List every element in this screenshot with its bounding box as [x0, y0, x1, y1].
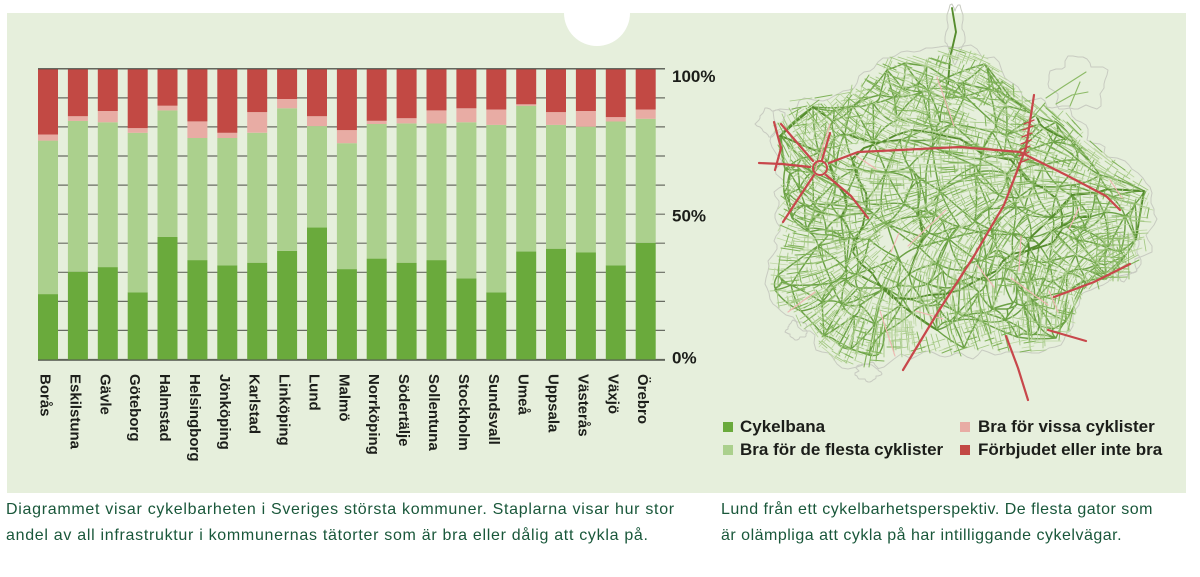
svg-text:Lund: Lund — [306, 374, 323, 411]
svg-text:Södertälje: Södertälje — [395, 374, 412, 447]
svg-text:0%: 0% — [672, 349, 697, 368]
svg-text:Uppsala: Uppsala — [545, 374, 562, 433]
svg-text:Malmö: Malmö — [335, 374, 352, 422]
svg-text:Eskilstuna: Eskilstuna — [66, 374, 83, 450]
svg-text:Linköping: Linköping — [276, 374, 293, 446]
svg-text:Stockholm: Stockholm — [455, 374, 472, 451]
svg-text:Örebro: Örebro — [634, 374, 651, 424]
svg-text:Norrköping: Norrköping — [365, 374, 382, 455]
svg-text:Karlstad: Karlstad — [246, 374, 263, 434]
svg-text:Sundsvall: Sundsvall — [485, 374, 502, 445]
svg-text:Sollentuna: Sollentuna — [425, 374, 442, 451]
svg-text:Borås: Borås — [37, 374, 54, 417]
svg-text:Västerås: Västerås — [574, 374, 591, 437]
svg-text:50%: 50% — [672, 207, 706, 226]
svg-text:Umeå: Umeå — [515, 374, 532, 416]
svg-text:Jönköping: Jönköping — [216, 374, 233, 450]
svg-text:Göteborg: Göteborg — [126, 374, 143, 442]
svg-text:Halmstad: Halmstad — [156, 374, 173, 442]
svg-text:Gävle: Gävle — [96, 374, 113, 415]
svg-text:Växjö: Växjö — [604, 374, 621, 414]
svg-text:100%: 100% — [672, 67, 715, 86]
svg-text:Helsingborg: Helsingborg — [186, 374, 203, 462]
